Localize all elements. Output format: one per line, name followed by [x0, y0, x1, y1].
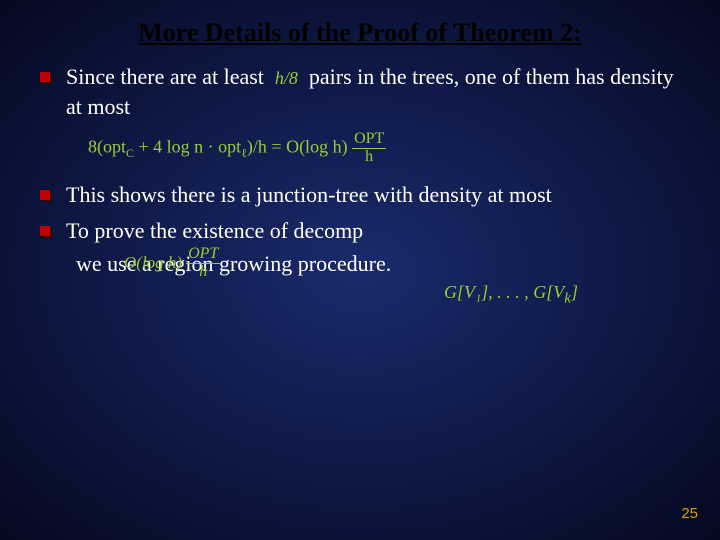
- slide-title: More Details of the Proof of Theorem 2:: [40, 18, 680, 48]
- bullet-text: This shows there is a junction-tree with…: [66, 180, 552, 210]
- math-fragment: + 4 log n · opt: [134, 137, 241, 157]
- math-fragment: ]: [571, 282, 578, 302]
- math-inline: h/8: [275, 68, 298, 88]
- bullet-square-icon: [40, 226, 54, 240]
- math-fraction: OPT h: [186, 246, 220, 281]
- math-denominator: h: [186, 264, 220, 281]
- slide-container: More Details of the Proof of Theorem 2: …: [0, 0, 720, 540]
- math-sub: k: [564, 291, 571, 307]
- bullet-item: This shows there is a junction-tree with…: [40, 180, 680, 210]
- bullet-item: Since there are at least h/8 pairs in th…: [40, 62, 680, 121]
- bullet-square-icon: [40, 72, 54, 86]
- math-fragment: O(log h): [124, 253, 182, 273]
- math-fragment: 8(opt: [88, 137, 126, 157]
- page-number: 25: [681, 505, 698, 522]
- bullet-item: To prove the existence of decomp: [40, 216, 680, 246]
- bullet-text: To prove the existence of decomp: [66, 216, 363, 246]
- math-fraction: OPT h: [352, 131, 386, 166]
- text-fragment: Since there are at least: [66, 64, 269, 89]
- math-fragment: G[V₁], . . . , G[V: [444, 282, 564, 302]
- math-overlay: O(log h) OPT h: [124, 246, 220, 281]
- bullet-text: Since there are at least h/8 pairs in th…: [66, 62, 680, 121]
- math-numerator: OPT: [352, 131, 386, 149]
- math-block: 8(optC + 4 log n · optℓ)/h = O(log h) OP…: [88, 131, 680, 166]
- bullet-square-icon: [40, 190, 54, 204]
- math-denominator: h: [352, 149, 386, 166]
- math-decomp: G[V₁], . . . , G[Vk]: [444, 282, 578, 308]
- math-numerator: OPT: [186, 246, 220, 264]
- math-sub: C: [126, 146, 134, 160]
- math-fragment: )/h = O(log h): [247, 137, 348, 157]
